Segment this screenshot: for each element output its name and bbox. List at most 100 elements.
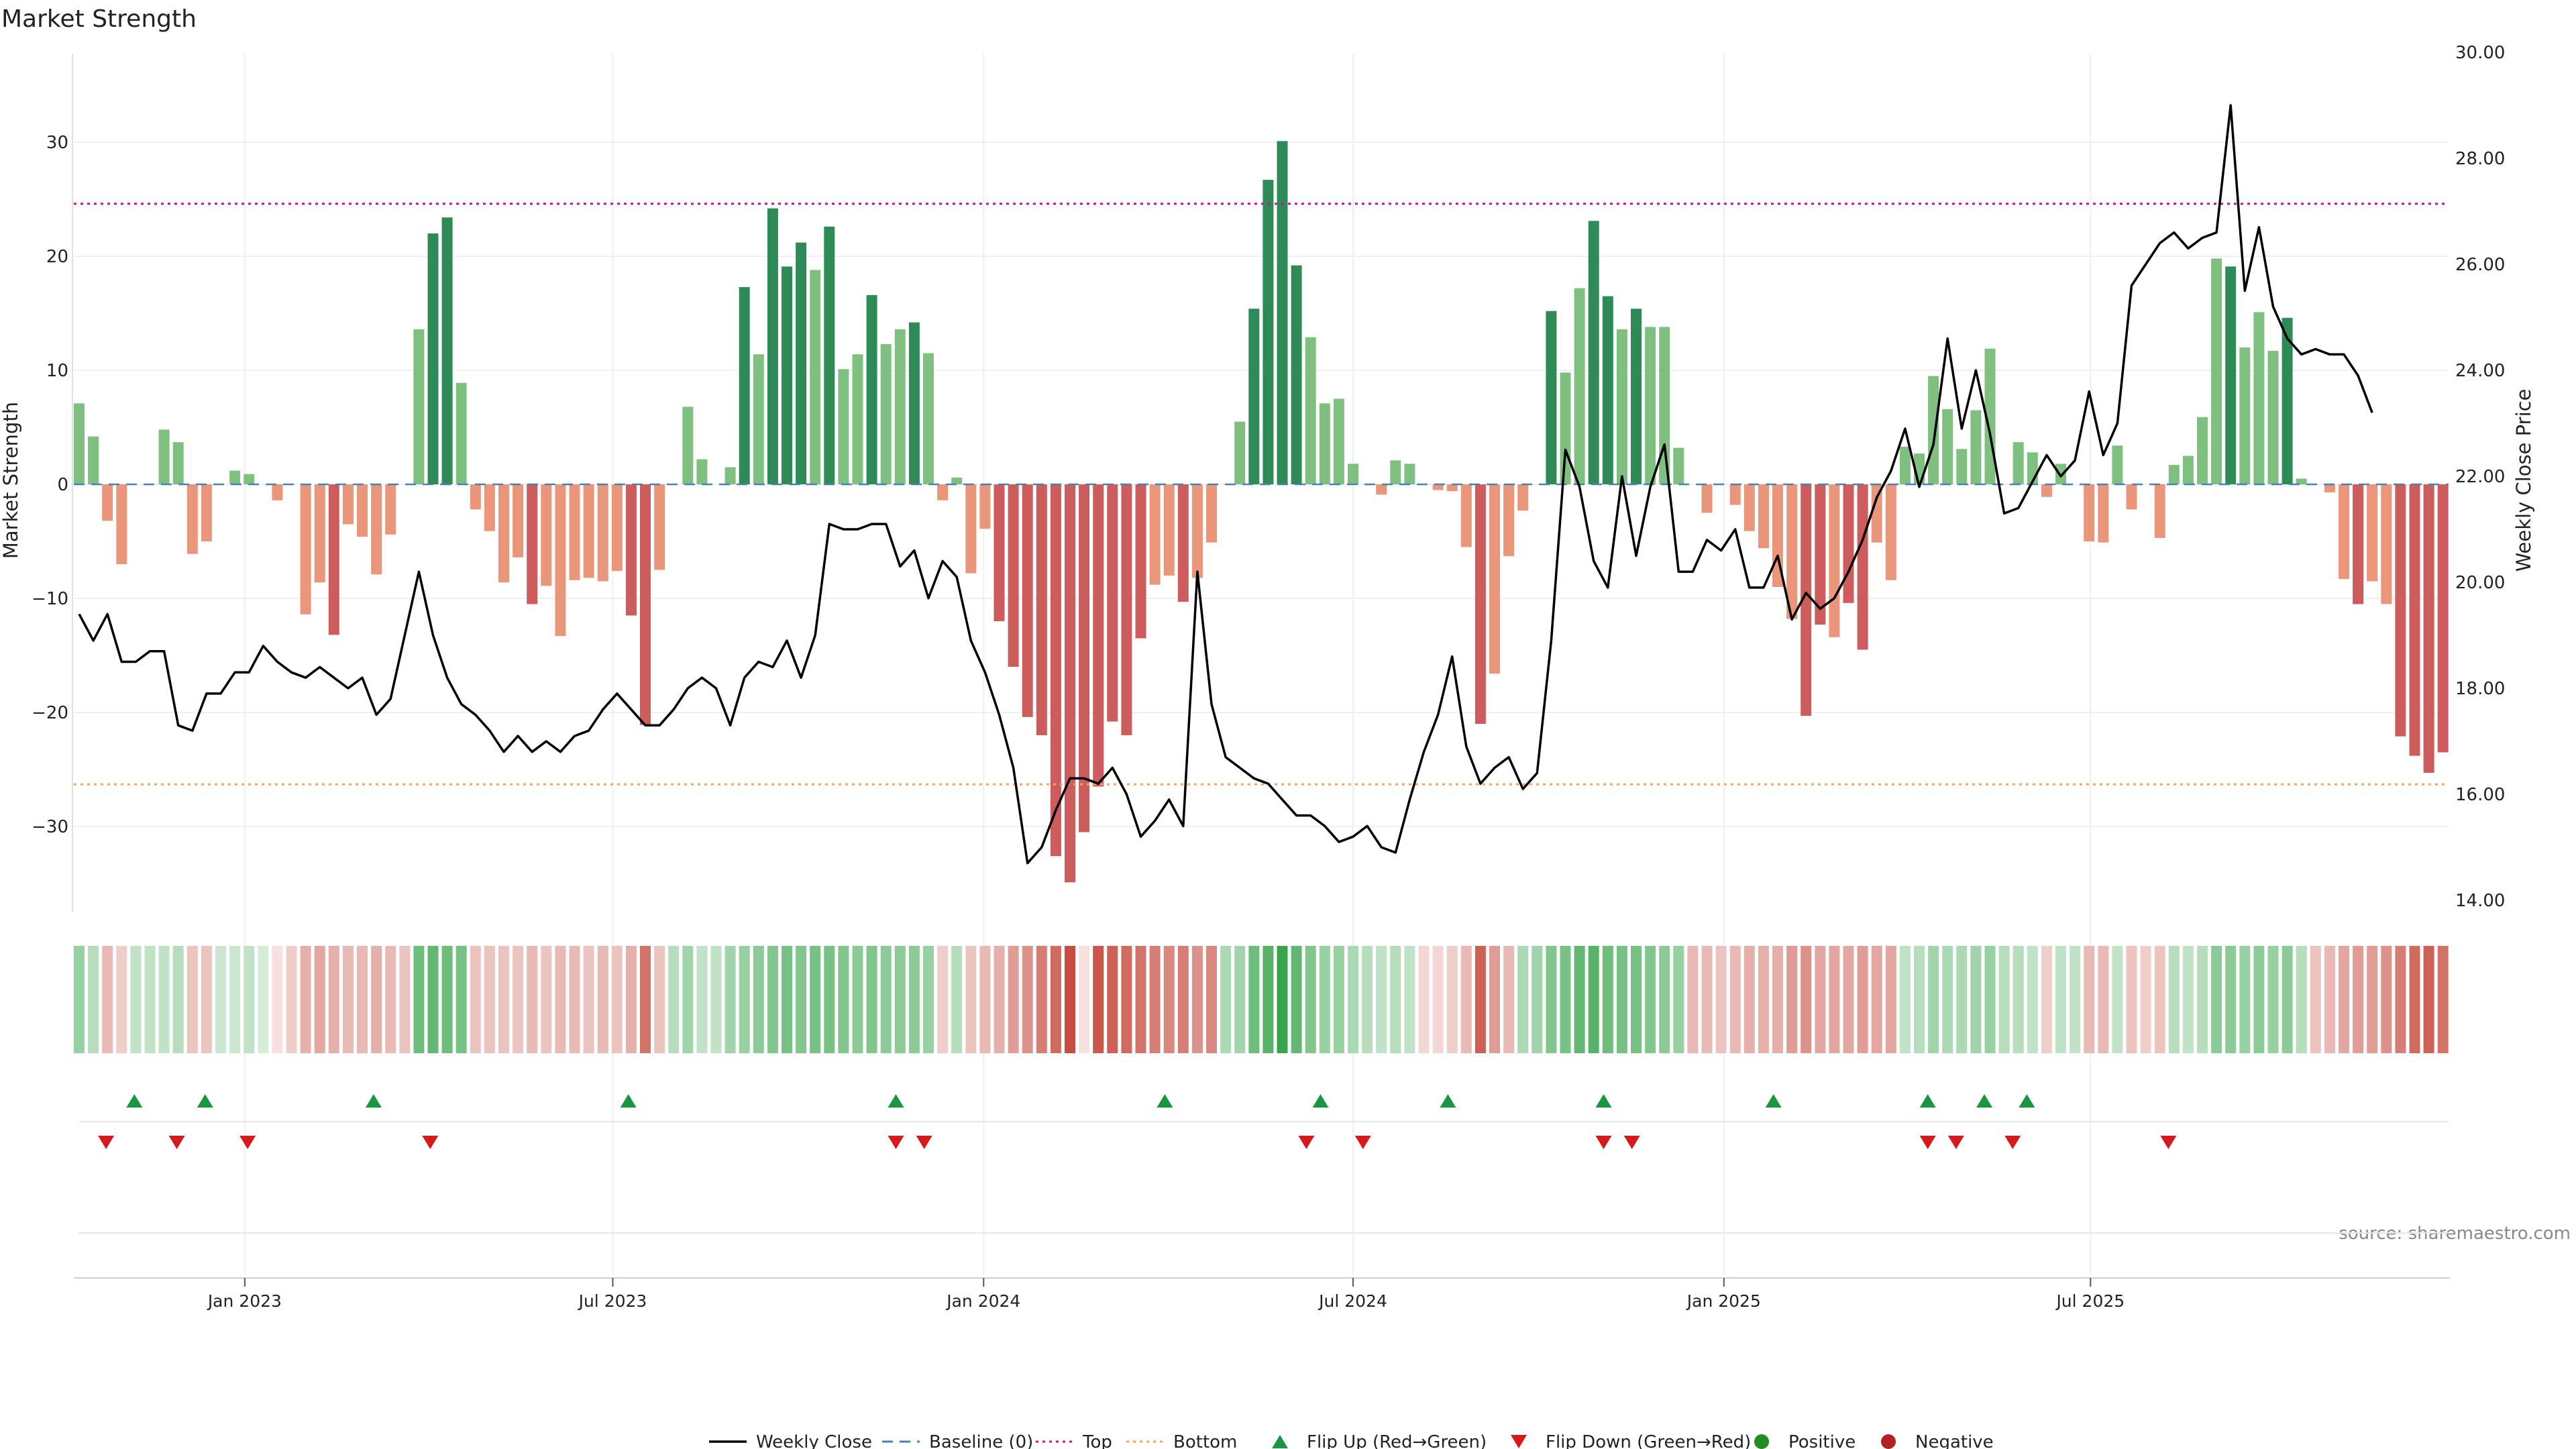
strength-bar <box>852 354 863 484</box>
strength-bar <box>1291 265 1302 484</box>
strength-bar <box>2239 347 2251 484</box>
strength-bar <box>2168 465 2180 484</box>
heat-strip-cell <box>2112 946 2123 1053</box>
flip-down-marker <box>1947 1136 1964 1149</box>
heat-strip-cell <box>427 946 439 1053</box>
flip-down-marker <box>2004 1136 2021 1149</box>
strength-bar <box>782 266 792 484</box>
strength-bar <box>979 484 991 529</box>
flip-up-marker <box>1976 1094 1993 1108</box>
strength-bar <box>1050 484 1061 857</box>
heat-strip-cell <box>1772 946 1783 1053</box>
strength-bar <box>1503 484 1515 557</box>
heat-strip-cell <box>1093 946 1104 1053</box>
heat-strip-cell <box>1829 946 1840 1053</box>
heat-strip-cell <box>1729 946 1741 1053</box>
strength-bar <box>541 484 552 586</box>
strength-bar <box>908 322 920 484</box>
heat-strip-cell <box>979 946 991 1053</box>
heat-strip-cell <box>753 946 764 1053</box>
heat-strip-cell <box>413 946 425 1053</box>
heat-strip-cell <box>1234 946 1246 1053</box>
heat-strip-cell <box>1446 946 1458 1053</box>
heat-strip-cell <box>1645 946 1656 1053</box>
flip-up-marker <box>2019 1094 2035 1108</box>
heat-strip-cell <box>1390 946 1401 1053</box>
right-axis-tick-label: 22.00 <box>2455 467 2505 487</box>
strength-bar <box>1036 484 1047 735</box>
strength-bar <box>824 226 835 484</box>
heat-strip-cell <box>1998 946 2010 1053</box>
strength-bar <box>470 484 481 510</box>
strength-bar <box>201 484 212 541</box>
strength-bar <box>328 484 339 635</box>
heat-strip-cell <box>399 946 411 1053</box>
strength-bar <box>625 484 637 616</box>
strength-bar <box>1079 484 1090 833</box>
flip-down-marker <box>916 1136 932 1149</box>
heat-strip-cell <box>1121 946 1132 1053</box>
legend-label: Flip Up (Red→Green) <box>1307 1432 1487 1449</box>
flip-markers <box>79 1094 2449 1234</box>
strength-bar <box>484 484 495 531</box>
flip-up-marker <box>1312 1094 1329 1108</box>
heat-strip-cell <box>2012 946 2024 1053</box>
flip-up-marker <box>888 1094 904 1108</box>
heat-strip-cell <box>357 946 368 1053</box>
left-axis-tick-label: −10 <box>32 589 68 609</box>
heat-strip-cell <box>2041 946 2052 1053</box>
strength-bar <box>1871 484 1882 543</box>
strength-bar <box>1248 309 1260 484</box>
strength-bar <box>597 484 608 582</box>
heat-strip-cell <box>2126 946 2137 1053</box>
legend-swatch-negative <box>1881 1434 1896 1449</box>
heat-strip-cell <box>244 946 255 1053</box>
heat-strip-cell <box>1079 946 1090 1053</box>
strength-bar <box>2395 484 2406 737</box>
heat-strip-cell <box>1758 946 1769 1053</box>
x-axis-tick-label: Jul 2024 <box>1318 1291 1387 1311</box>
heat-strip-cell <box>625 946 637 1053</box>
strength-bar <box>1333 398 1344 484</box>
strength-bar <box>1404 464 1415 484</box>
strength-bar <box>1631 309 1642 484</box>
heat-strip-cell <box>1248 946 1260 1053</box>
strength-bar <box>513 484 524 557</box>
heat-strip-cell <box>1701 946 1713 1053</box>
strength-bar <box>441 217 453 484</box>
strength-bar <box>1191 484 1203 578</box>
heat-strip-cell <box>555 946 566 1053</box>
heat-strip-cell <box>229 946 241 1053</box>
left-axis-tick-label: 30 <box>46 133 68 153</box>
heat-strip-cell <box>1474 946 1486 1053</box>
strength-bar <box>1121 484 1132 735</box>
heat-strip-cell <box>1220 946 1232 1053</box>
strength-bar <box>1177 484 1189 602</box>
strength-bar <box>937 484 949 500</box>
strength-bar <box>1008 484 1019 667</box>
heat-strip-cell <box>2055 946 2066 1053</box>
heat-strip-cell <box>2395 946 2406 1053</box>
heat-strip-cell <box>1376 946 1387 1053</box>
strength-bar <box>1305 337 1316 484</box>
heat-strip-cell <box>102 946 113 1053</box>
strength-bar <box>314 484 325 583</box>
strength-bar <box>1602 296 1613 484</box>
strength-bar <box>696 459 708 484</box>
strength-bar <box>1234 421 1246 484</box>
heat-strip-cell <box>696 946 708 1053</box>
heat-strip-cell <box>484 946 495 1053</box>
strength-bar <box>1376 484 1387 495</box>
strength-bar <box>2084 484 2095 541</box>
y-axis-label-left: Market Strength <box>0 402 22 559</box>
heat-strip-cell <box>1460 946 1472 1053</box>
strength-bar <box>2182 455 2194 484</box>
strength-bar <box>1758 484 1769 549</box>
heat-strip-cell <box>640 946 651 1053</box>
flip-down-marker <box>1919 1136 1936 1149</box>
heat-strip-cell <box>1517 946 1529 1053</box>
strength-bar <box>1729 484 1741 505</box>
heat-strip-cell <box>1786 946 1798 1053</box>
heat-strip-cell <box>1163 946 1175 1053</box>
heat-strip-cell <box>937 946 949 1053</box>
